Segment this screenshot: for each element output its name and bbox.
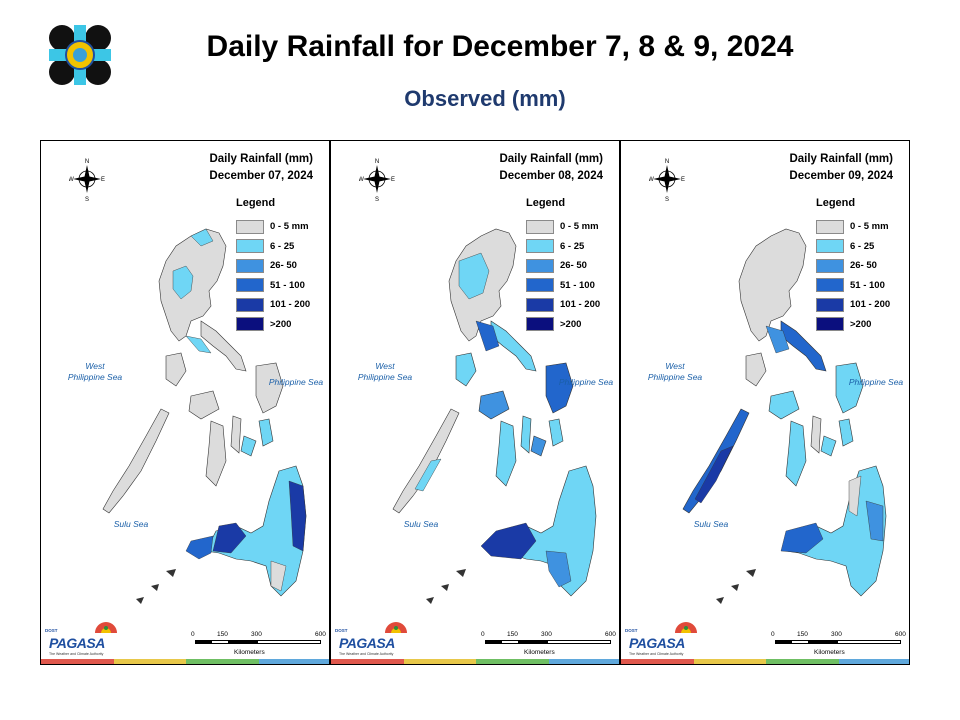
panel-dec-07: N S E W Daily Rainfall (mm) December 07,… — [40, 140, 330, 665]
legend-title: Legend — [816, 197, 856, 209]
legend: Legend 0 - 5 mm 6 - 25 26- 50 51 - 100 1… — [526, 197, 600, 334]
legend-item: 51 - 100 — [236, 276, 310, 296]
page-subtitle: Observed (mm) — [404, 86, 566, 111]
svg-text:N: N — [375, 159, 379, 165]
compass-rose-icon: N S E W — [68, 157, 105, 203]
legend: Legend 0 - 5 mm 6 - 25 26- 50 51 - 100 1… — [236, 197, 310, 334]
pagasa-logo: DOST PAGASA The Weather and Climate Auth… — [45, 619, 121, 657]
svg-text:N: N — [85, 159, 89, 165]
legend-item: 6 - 25 — [816, 237, 890, 257]
legend-item: 0 - 5 mm — [526, 217, 600, 237]
svg-text:S: S — [375, 197, 379, 203]
legend-item: 6 - 25 — [526, 237, 600, 257]
sea-label-east: Philippine Sea — [848, 377, 904, 387]
svg-text:S: S — [85, 197, 89, 203]
panel-heading: Daily Rainfall (mm) — [789, 153, 893, 165]
svg-text:N: N — [665, 159, 669, 165]
panel-title: Daily Rainfall (mm) December 08, 2024 — [499, 151, 603, 185]
color-stripe — [331, 659, 619, 664]
legend-title: Legend — [236, 197, 276, 209]
legend-item: >200 — [816, 315, 890, 335]
sea-label-sulu: Sulu Sea — [403, 519, 439, 529]
legend-item: 101 - 200 — [526, 295, 600, 315]
sea-label-west: West Philippine Sea — [67, 361, 123, 382]
color-stripe — [621, 659, 909, 664]
legend-item: 51 - 100 — [526, 276, 600, 296]
sea-label-west: West Philippine Sea — [357, 361, 413, 382]
pagasa-logo: DOST PAGASA The Weather and Climate Auth… — [335, 619, 411, 657]
sea-label-east: Philippine Sea — [558, 377, 614, 387]
svg-text:E: E — [101, 177, 105, 183]
panel-title: Daily Rainfall (mm) December 07, 2024 — [209, 151, 313, 185]
svg-text:W: W — [649, 177, 654, 183]
scale-bar: 0 150 300 600 Kilometers — [191, 631, 326, 656]
legend-item: 26- 50 — [816, 256, 890, 276]
panel-title: Daily Rainfall (mm) December 09, 2024 — [789, 151, 893, 185]
panel-date: December 09, 2024 — [789, 170, 893, 182]
svg-text:E: E — [391, 177, 395, 183]
legend-item: 51 - 100 — [816, 276, 890, 296]
scale-bar: 0 150 300 600 Kilometers — [771, 631, 906, 656]
panel-dec-09: N S E W Daily Rainfall (mm) December 09,… — [620, 140, 910, 665]
compass-rose-icon: N S E W — [358, 157, 395, 203]
rainfall-panels: N S E W Daily Rainfall (mm) December 07,… — [40, 140, 912, 665]
sea-label-west: West Philippine Sea — [647, 361, 703, 382]
legend-item: 101 - 200 — [236, 295, 310, 315]
dost-logo — [47, 23, 113, 87]
panel-heading: Daily Rainfall (mm) — [499, 153, 603, 165]
legend-item: 101 - 200 — [816, 295, 890, 315]
sea-label-sulu: Sulu Sea — [113, 519, 149, 529]
color-stripe — [41, 659, 329, 664]
legend: Legend 0 - 5 mm 6 - 25 26- 50 51 - 100 1… — [816, 197, 890, 334]
legend-item: >200 — [236, 315, 310, 335]
svg-text:E: E — [681, 177, 685, 183]
panel-heading: Daily Rainfall (mm) — [209, 153, 313, 165]
legend-item: 6 - 25 — [236, 237, 310, 257]
svg-text:W: W — [69, 177, 74, 183]
panel-date: December 08, 2024 — [499, 170, 603, 182]
sea-label-east: Philippine Sea — [268, 377, 324, 387]
legend-item: 0 - 5 mm — [816, 217, 890, 237]
svg-text:W: W — [359, 177, 364, 183]
svg-text:S: S — [665, 197, 669, 203]
legend-item: >200 — [526, 315, 600, 335]
compass-rose-icon: N S E W — [648, 157, 685, 203]
panel-dec-08: N S E W Daily Rainfall (mm) December 08,… — [330, 140, 620, 665]
philippines-map — [102, 228, 307, 604]
sea-label-sulu: Sulu Sea — [693, 519, 729, 529]
philippines-map — [392, 228, 597, 604]
pagasa-logo: DOST PAGASA The Weather and Climate Auth… — [625, 619, 701, 657]
legend-item: 26- 50 — [236, 256, 310, 276]
legend-title: Legend — [526, 197, 566, 209]
page-title: Daily Rainfall for December 7, 8 & 9, 20… — [206, 30, 794, 63]
philippines-map — [682, 228, 887, 604]
legend-item: 26- 50 — [526, 256, 600, 276]
legend-item: 0 - 5 mm — [236, 217, 310, 237]
panel-date: December 07, 2024 — [209, 170, 313, 182]
scale-bar: 0 150 300 600 Kilometers — [481, 631, 616, 656]
